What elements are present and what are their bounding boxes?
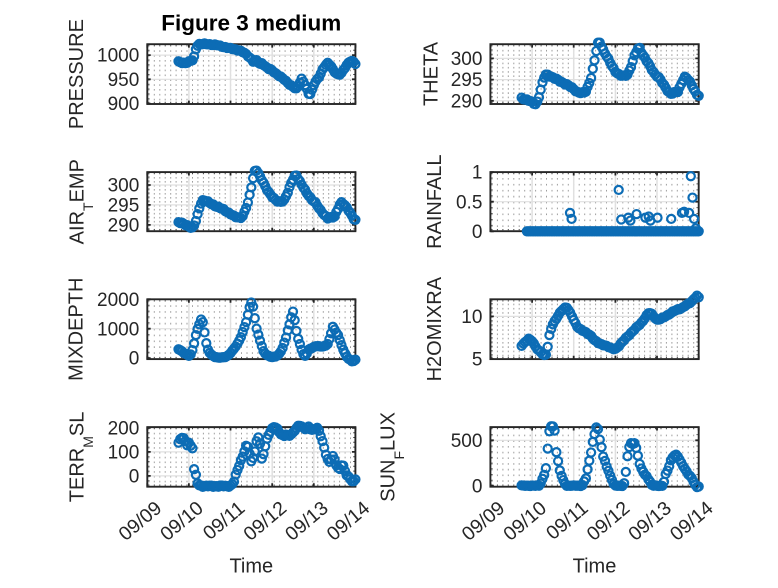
svg-text:300: 300 (451, 49, 483, 70)
svg-text:1: 1 (472, 163, 483, 184)
svg-text:0: 0 (129, 349, 140, 370)
svg-text:200: 200 (108, 419, 140, 440)
svg-text:H2OMIXRA: H2OMIXRA (424, 276, 446, 381)
svg-text:SUNF​LUX: SUNF​LUX (378, 412, 408, 502)
svg-text:0: 0 (129, 467, 140, 488)
svg-text:PRESSURE: PRESSURE (66, 19, 88, 129)
svg-text:5: 5 (472, 350, 483, 371)
svg-text:Figure 3 medium: Figure 3 medium (161, 11, 341, 36)
svg-text:1000: 1000 (97, 319, 139, 340)
svg-text:100: 100 (108, 443, 140, 464)
svg-text:1000: 1000 (97, 46, 139, 67)
svg-text:MIXDEPTH: MIXDEPTH (66, 278, 88, 381)
svg-text:290: 290 (451, 91, 483, 112)
svg-text:10: 10 (461, 307, 482, 328)
svg-text:RAINFALL: RAINFALL (424, 154, 446, 248)
svg-text:AIRT​EMP: AIRT​EMP (67, 159, 97, 244)
svg-text:295: 295 (451, 70, 483, 91)
svg-text:295: 295 (108, 196, 140, 217)
svg-text:0.5: 0.5 (456, 192, 482, 213)
svg-text:2000: 2000 (97, 290, 139, 311)
svg-text:950: 950 (108, 70, 140, 91)
svg-text:300: 300 (108, 176, 140, 197)
svg-text:0: 0 (472, 476, 483, 497)
svg-text:0: 0 (472, 222, 483, 243)
svg-text:TERRM​SL: TERRM​SL (67, 412, 97, 503)
svg-text:THETA: THETA (421, 41, 443, 106)
svg-text:290: 290 (108, 216, 140, 237)
svg-text:900: 900 (108, 94, 140, 115)
svg-text:Time: Time (573, 556, 617, 578)
svg-text:Time: Time (229, 556, 273, 578)
svg-text:500: 500 (451, 431, 483, 452)
